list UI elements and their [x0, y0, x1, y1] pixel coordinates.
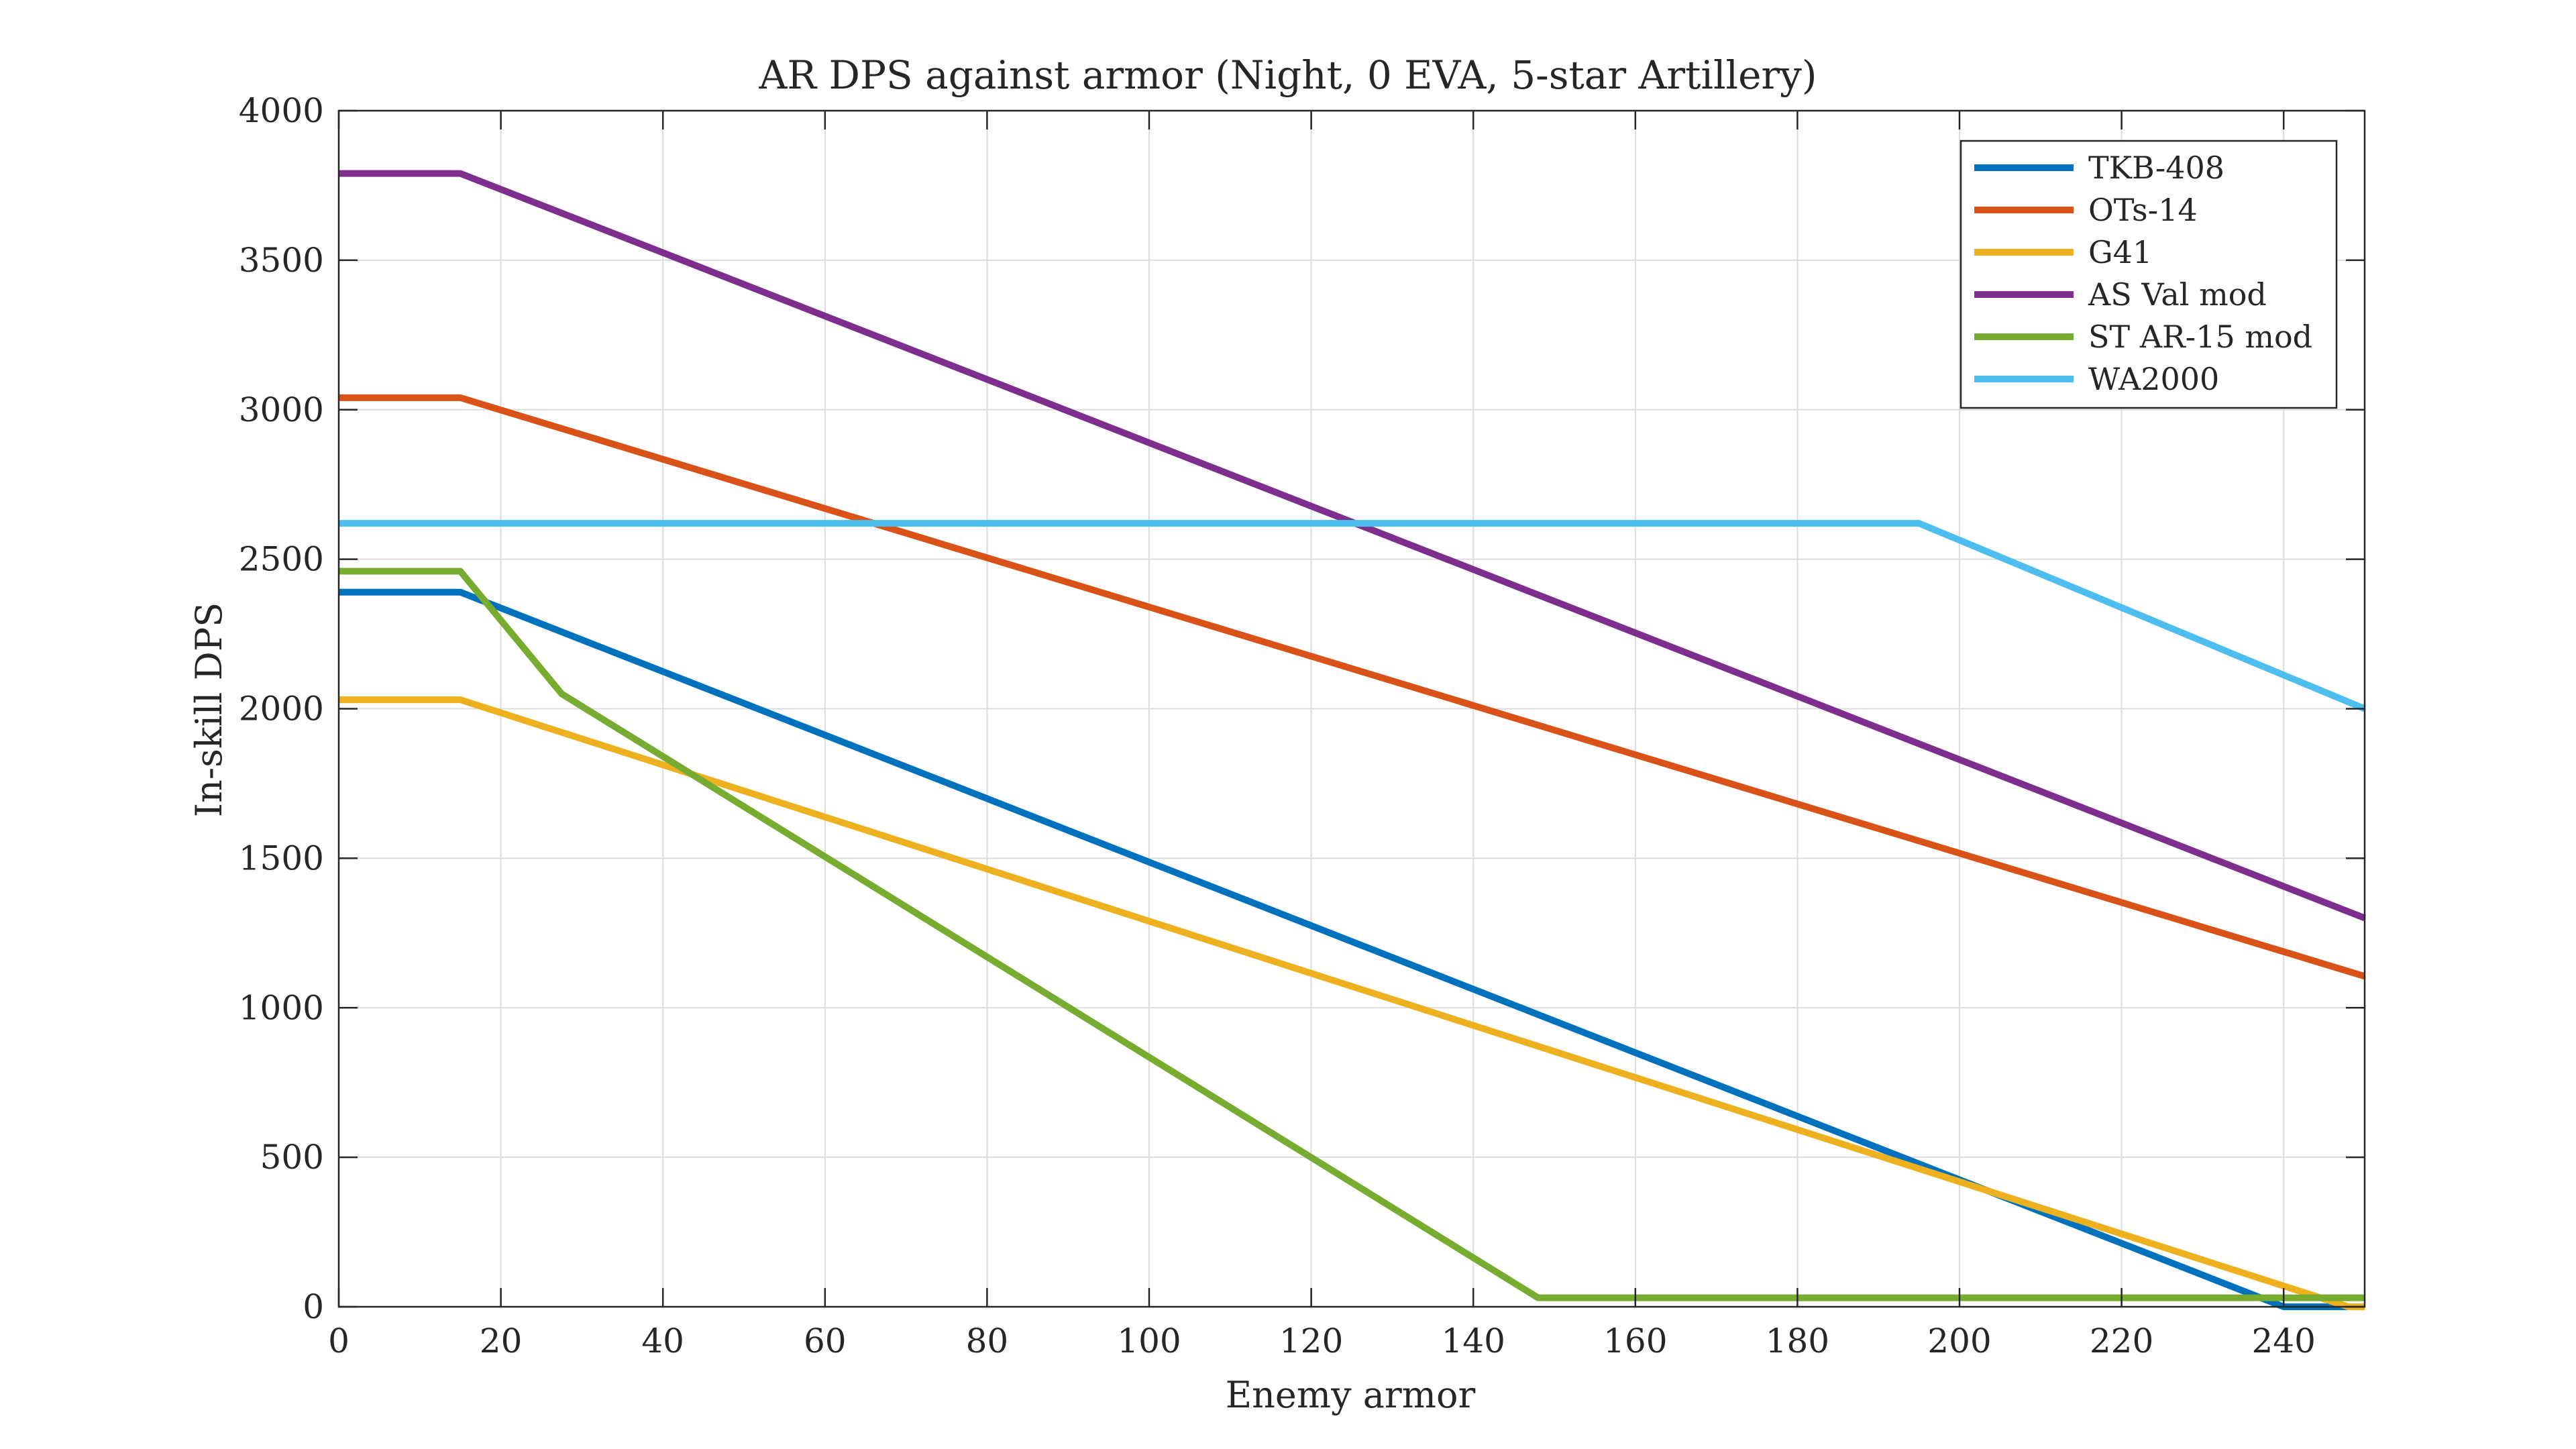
x-tick-label: 200 [1927, 1322, 1991, 1360]
x-tick-label: 80 [966, 1322, 1009, 1360]
legend-label: WA2000 [2088, 361, 2219, 397]
y-tick-label: 3000 [239, 390, 324, 429]
chart-title: AR DPS against armor (Night, 0 EVA, 5-st… [758, 52, 1817, 98]
legend-label: G41 [2088, 234, 2152, 270]
x-tick-label: 220 [2090, 1322, 2153, 1360]
series-line-as-val-mod [339, 170, 2366, 922]
x-tick-label: 160 [1603, 1322, 1667, 1360]
legend: TKB-408 OTs-14 G41 AS Val mod ST AR-15 mod WA… [1960, 140, 2338, 409]
series-line-ots-14 [339, 394, 2366, 980]
x-tick-label: 60 [804, 1322, 847, 1360]
ticks: 0 20 40 60 80 100 120 140 160 180 200 220 240 0 500 100… [239, 91, 2365, 1360]
legend-box [1960, 140, 2338, 409]
x-axis-label: Enemy armor [1226, 1374, 1476, 1416]
x-tick-label: 0 [328, 1322, 350, 1360]
series-line-st-ar-15-mod [339, 568, 2365, 1301]
y-tick-label: 4000 [239, 91, 324, 130]
y-tick-label: 500 [260, 1138, 324, 1177]
y-tick-label: 1500 [239, 839, 324, 877]
y-axis-label: In-skill DPS [188, 602, 230, 817]
x-tick-label: 240 [2251, 1322, 2315, 1360]
x-tick-label: 20 [480, 1322, 523, 1360]
y-tick-label: 0 [303, 1287, 324, 1326]
x-tick-label: 140 [1441, 1322, 1505, 1360]
x-tick-label: 180 [1766, 1322, 1829, 1360]
series-line-wa2000 [339, 520, 2366, 712]
y-tick-label: 2500 [239, 540, 324, 579]
series-lines [339, 170, 2366, 1310]
x-tick-label: 40 [641, 1322, 684, 1360]
y-tick-label: 3500 [239, 241, 324, 280]
x-tick-label: 120 [1279, 1322, 1343, 1360]
legend-label: TKB-408 [2088, 150, 2224, 186]
legend-label: OTs-14 [2088, 192, 2198, 228]
y-tick-label: 1000 [239, 988, 324, 1027]
legend-label: AS Val mod [2088, 276, 2267, 313]
x-tick-label: 100 [1117, 1322, 1181, 1360]
y-tick-label: 2000 [239, 690, 324, 729]
legend-label: ST AR-15 mod [2088, 319, 2312, 355]
